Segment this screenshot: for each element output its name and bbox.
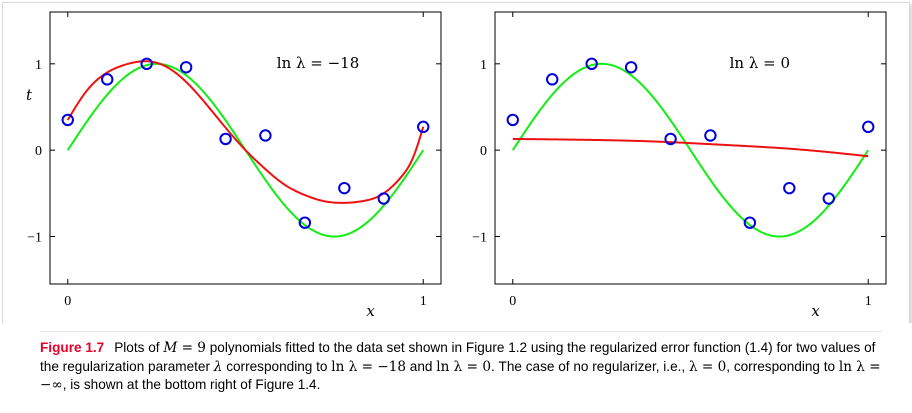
annotation-op: = (758, 54, 780, 72)
y-tick-label: −1 (472, 231, 487, 246)
y-tick-label: −1 (27, 231, 42, 246)
annotation-var: ln λ (730, 54, 759, 72)
data-point (179, 61, 193, 74)
caption-math: ln λ = −∞ (40, 358, 881, 394)
x-tick-label: 0 (509, 294, 516, 309)
figure-plots: −1 0 1 0 1 x t ln λ = −18 −1 0 1 0 1 x ln λ = 0 (26, 11, 887, 320)
data-point (101, 73, 114, 86)
axes-frame (49, 11, 442, 285)
annotation-value: 0 (780, 54, 790, 72)
data-point (377, 192, 390, 205)
data-point (61, 113, 74, 127)
caption-text: Plots of (114, 340, 164, 355)
fitted-polynomial-curve (66, 60, 425, 204)
caption-text: polynomials fitted to the data set shown… (205, 340, 690, 355)
data-point (506, 113, 519, 127)
data-point (259, 129, 272, 142)
caption-math: ln λ = −18 (331, 358, 407, 375)
caption-math: M (163, 340, 178, 356)
caption-math: = 9 (177, 340, 206, 356)
x-tick-label: 1 (865, 294, 872, 309)
caption-text: function (1.4) for two values of the reg… (40, 340, 876, 374)
data-point (219, 132, 232, 146)
x-tick-label: 0 (64, 294, 71, 309)
x-tick-label: 1 (420, 294, 427, 309)
data-point (704, 129, 717, 142)
chart-panel-right: −1 0 1 0 1 x ln λ = 0 (472, 11, 887, 320)
x-axis-label: x (366, 302, 375, 320)
data-point (298, 216, 312, 229)
caption-figure-label: Figure 1.7 (40, 340, 105, 355)
data-point (624, 61, 638, 74)
annotation-op: = (306, 54, 328, 72)
data-point (862, 120, 875, 134)
data-point (417, 120, 430, 134)
data-point (822, 192, 835, 205)
caption-separator (40, 331, 882, 332)
data-point (338, 181, 351, 195)
y-tick-label: 0 (35, 144, 42, 159)
data-point (664, 132, 677, 146)
annotation-value: −18 (328, 54, 360, 72)
y-axis-label: t (26, 86, 33, 104)
chart-panel-left: −1 0 1 0 1 x t ln λ = −18 (26, 11, 442, 320)
caption-text: and (406, 358, 437, 374)
caption-text: . The (490, 358, 522, 374)
caption-area (0, 323, 912, 413)
data-point (585, 57, 598, 71)
data-point (783, 181, 796, 195)
fitted-polynomial-curve (512, 137, 869, 158)
true-function-curve (511, 62, 870, 238)
lambda-annotation: ln λ = 0 (730, 54, 790, 72)
caption-text: , corresponding to (726, 358, 839, 374)
caption-text: corresponding to (222, 358, 332, 374)
caption-math: λ = 0 (688, 358, 727, 375)
y-tick-label: 1 (35, 58, 42, 73)
caption-math: ln λ = 0 (436, 358, 491, 375)
data-point (140, 57, 153, 71)
data-point (743, 216, 757, 229)
x-axis-label: x (811, 302, 820, 320)
figure-caption: Figure 1.7 Plots of M = 9 polynomials fit… (40, 339, 884, 395)
data-point (546, 73, 559, 86)
axes-frame (494, 11, 887, 285)
caption-text: case of no regularizer, i.e., (525, 358, 689, 374)
annotation-var: ln λ (277, 54, 306, 72)
y-tick-label: 1 (480, 58, 487, 73)
lambda-annotation: ln λ = −18 (277, 54, 360, 72)
caption-math: λ (213, 358, 223, 375)
y-tick-label: 0 (480, 144, 487, 159)
caption-text: , is shown at the bottom right of Figure… (62, 377, 321, 392)
